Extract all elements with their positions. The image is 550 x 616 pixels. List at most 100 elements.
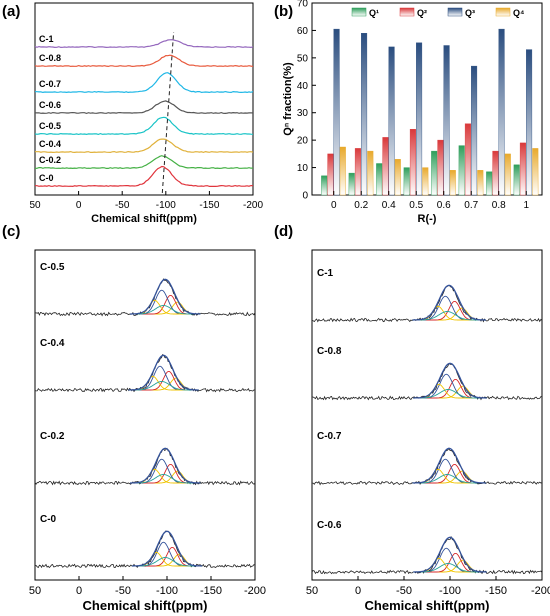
panel-d-component-peak [413, 378, 487, 399]
panel-d-component-peak [412, 463, 486, 484]
panel-b-bar [394, 159, 401, 196]
panel-b-ytick-label: 20 [297, 136, 309, 147]
panel-c-fit-envelope [130, 447, 201, 484]
panel-b-legend-label: Q³ [465, 8, 475, 18]
panel-d-xtick-label: 0 [355, 585, 361, 597]
panel-b-bar [339, 146, 346, 196]
panel-a-xtick-label: 50 [29, 200, 41, 211]
panel-c-component-peak [130, 305, 201, 315]
panel-d-xtick-label: 50 [306, 585, 318, 597]
panel-c-series-label: C-0 [40, 514, 57, 525]
panel-c-frame [34, 249, 256, 581]
panel-a-curve [34, 155, 254, 170]
panel-b-bar [409, 128, 416, 196]
panel-d-frame [311, 249, 543, 581]
panel-c-xtick-label: -100 [156, 585, 178, 597]
panel-a-curve [34, 100, 254, 115]
panel-b-bar [504, 153, 511, 196]
panel-c-xtick-label: -150 [200, 585, 222, 597]
panel-label-d: (d) [274, 223, 293, 240]
panel-d-series-label: C-0.7 [317, 431, 342, 442]
panel-b-bar [464, 123, 471, 196]
panel-b-bar [532, 148, 539, 196]
panel-d-spectrum [311, 535, 543, 575]
panel-b-xtick-label: 0.5 [409, 200, 423, 211]
panel-d-series-label: C-0.8 [317, 346, 342, 357]
panel-b-bar [443, 45, 450, 196]
panel-label-a: (a) [2, 3, 20, 20]
panel-d-series-label: C-0.6 [317, 520, 342, 531]
panel-a-xtick-label: 0 [76, 200, 82, 211]
panel-b-bar [519, 142, 526, 196]
panel-d-component-peak [412, 311, 486, 321]
panel-b-bar [422, 167, 429, 196]
panel-d-xtick-label: -200 [531, 585, 550, 597]
panel-d-fit-envelope [412, 447, 486, 484]
panel-a-series-label: C-0.7 [39, 79, 61, 89]
panel-b-bar [471, 65, 478, 196]
panel-a-series-label: C-0.8 [39, 53, 61, 63]
panel-d-component-peak [412, 474, 486, 484]
panel-d-spectrum [311, 284, 543, 323]
panel-b-legend-swatch [399, 7, 415, 17]
panel-c-series-label: C-0.4 [40, 338, 65, 349]
panel-d-component-peak [413, 552, 487, 573]
panel-b-legend-label: Q⁴ [513, 8, 524, 18]
panel-b-bar [477, 170, 484, 196]
panel-b-legend-label: Q¹ [369, 8, 379, 18]
panel-c-spectrum [34, 530, 256, 569]
panel-b-legend-swatch [447, 7, 463, 17]
panel-a-curve [35, 165, 254, 188]
panel-c-component-peak [130, 294, 201, 315]
panel-c-xtick-label: 0 [76, 585, 82, 597]
panel-d-fit-envelope [412, 284, 486, 321]
panel-b-ylabel: Qⁿ fraction(%) [282, 62, 294, 136]
panel-b-ytick-label: 70 [297, 0, 309, 10]
panel-d-xtick-label: -150 [485, 585, 507, 597]
panel-b-bar [327, 153, 334, 196]
panel-b-bar [354, 148, 361, 196]
panel-a-frame [34, 2, 254, 196]
panel-a-curve [34, 116, 254, 136]
panel-c-series-label: C-0.5 [40, 262, 65, 273]
panel-b-xtick-label: 1 [523, 200, 529, 211]
panel-d-plot: C-1 C-0.8 C-0.7 C-0.6 50 0 -50 -100 -150 -200 [306, 268, 550, 597]
panel-b-xlabel: R(-) [418, 213, 437, 225]
panel-a-xtick-label: -100 [156, 200, 176, 211]
panel-c-component-peak [128, 381, 199, 391]
panel-c-component-peak [131, 546, 203, 567]
panel-a-curve [34, 39, 254, 49]
panel-c-xlabel: Chemical shift(ppm) [83, 598, 208, 613]
panel-b-ytick-label: 30 [297, 108, 309, 119]
panel-a-xlabel: Chemical shift(ppm) [91, 213, 197, 225]
panel-c-component-peak [131, 557, 203, 567]
panel-b-bar [361, 33, 368, 196]
panel-b-legend-swatch [351, 7, 367, 17]
panel-c-xtick-label: 50 [29, 585, 41, 597]
panel-d-xtick-label: -50 [396, 585, 412, 597]
panel-b-bar [388, 46, 395, 196]
panel-b-bar [498, 28, 505, 196]
panel-b-ytick-label: 0 [302, 191, 308, 202]
panel-b-xtick-label: 0 [331, 200, 337, 211]
panel-d-series-label: C-1 [317, 268, 334, 279]
panel-d-component-peak [413, 389, 487, 399]
panel-label-b: (b) [274, 3, 293, 20]
panel-a-xtick-label: -200 [243, 200, 263, 211]
panel-c-fit-envelope [131, 530, 203, 567]
panel-a-curve [34, 72, 254, 94]
panel-a-series-label: C-0.5 [39, 121, 61, 131]
panel-c-xtick-label: -50 [115, 585, 131, 597]
panel-b-bar [333, 28, 340, 196]
panel-b-bar [348, 172, 355, 196]
panel-d-xtick-label: -100 [439, 585, 461, 597]
panel-b-ytick-label: 10 [297, 163, 309, 174]
panel-b-bar [486, 171, 493, 196]
panel-b-bar [403, 167, 410, 196]
panel-a-series-label: C-0.2 [39, 155, 61, 165]
panel-c-fit-envelope [128, 354, 199, 391]
panel-b-xtick-label: 0.7 [464, 200, 478, 211]
panel-c-xtick-label: -200 [244, 585, 266, 597]
panel-b-bar [492, 150, 499, 196]
